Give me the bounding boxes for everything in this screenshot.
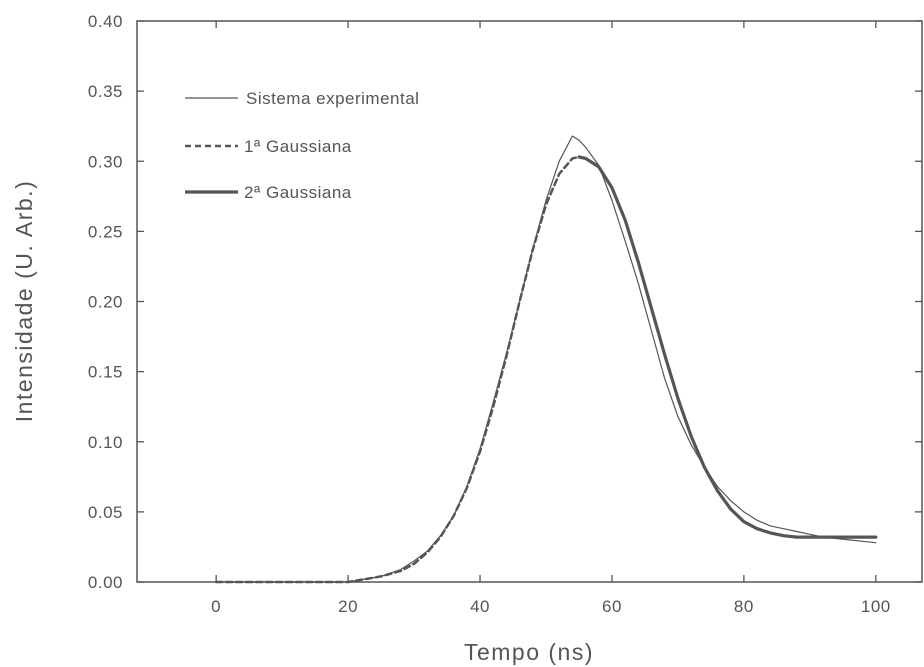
series-line-1a-gaussiana (214, 155, 581, 584)
plot-area: 0 20 40 60 80 100 0.00 0.05 0.10 0.15 0.20 0.25 0.3… (88, 12, 923, 616)
legend-label-sistema-experimental: Sistema experimental (246, 89, 419, 108)
y-axis: 0.00 0.05 0.10 0.15 0.20 0.25 0.30 0.35 0.40 (88, 12, 922, 592)
y-tick-label: 0.25 (88, 222, 123, 241)
legend-label-1a-gaussiana: 1ª Gaussiana (244, 137, 352, 156)
y-tick-label: 0.05 (88, 503, 123, 522)
series-layer (214, 135, 878, 584)
x-axis: 0 20 40 60 80 100 (211, 21, 891, 616)
y-tick-label: 0.30 (88, 152, 123, 171)
series-line-2a-gaussiana (577, 155, 878, 539)
y-tick-label: 0.00 (88, 573, 123, 592)
x-tick-label: 0 (211, 597, 221, 616)
y-axis-title: Intensidade (U. Arb.) (11, 180, 37, 422)
y-tick-label: 0.15 (88, 363, 123, 382)
legend-label-2a-gaussiana: 2ª Gaussiana (244, 183, 352, 202)
y-tick-label: 0.10 (88, 433, 123, 452)
y-tick-label: 0.35 (88, 82, 123, 101)
x-tick-label: 80 (734, 597, 754, 616)
legend: Sistema experimental 1ª Gaussiana 2ª Gau… (185, 89, 419, 202)
x-tick-label: 60 (602, 597, 622, 616)
x-axis-title: Tempo (ns) (464, 639, 594, 665)
x-tick-label: 40 (470, 597, 490, 616)
x-tick-label: 20 (338, 597, 358, 616)
y-tick-label: 0.20 (88, 293, 123, 312)
y-tick-label: 0.40 (88, 12, 123, 31)
x-tick-label: 100 (861, 597, 891, 616)
